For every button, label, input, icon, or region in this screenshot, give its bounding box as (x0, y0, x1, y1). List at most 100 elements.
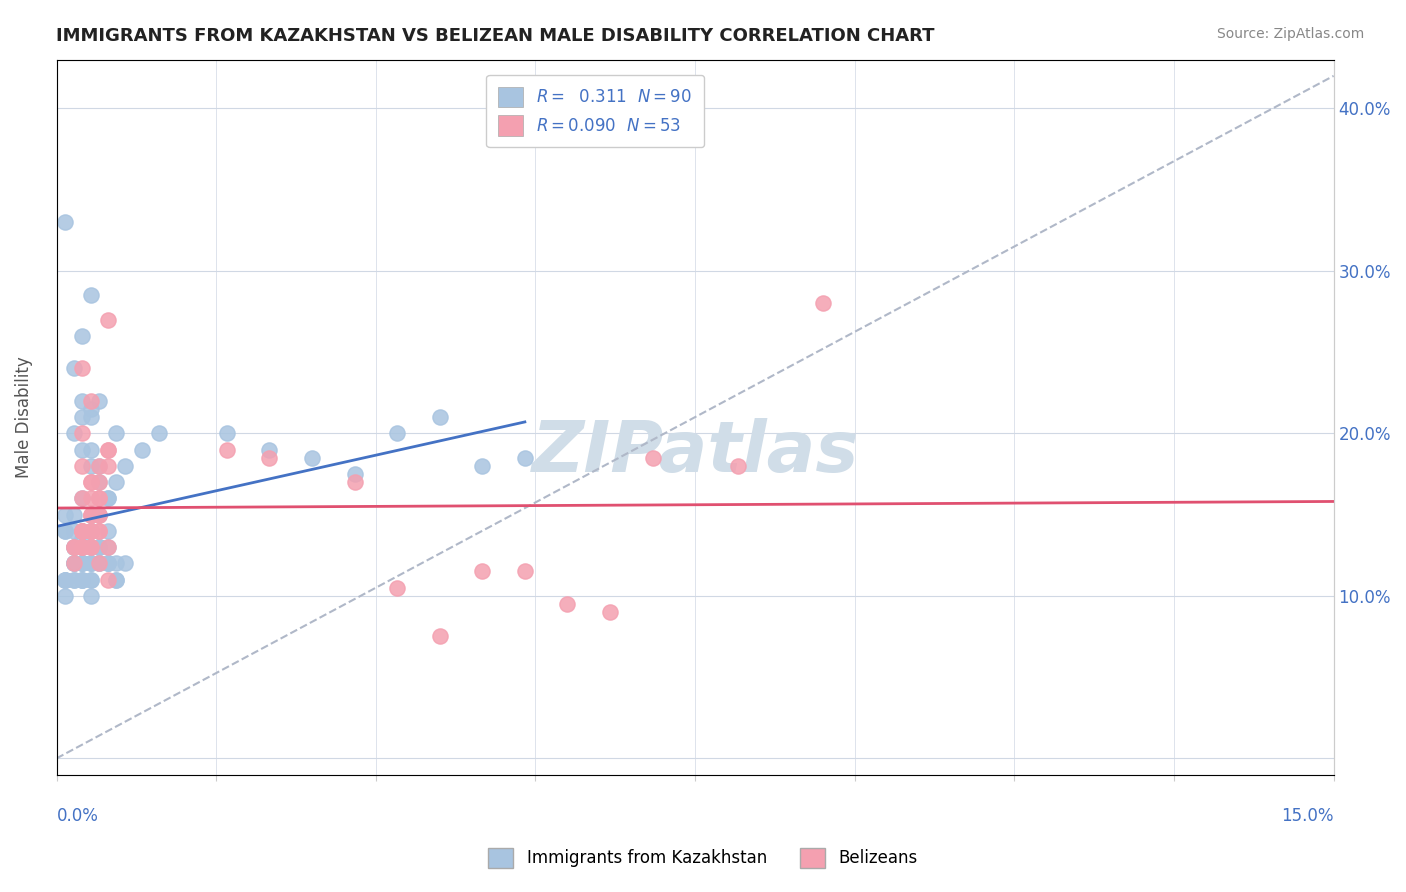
Point (70, 540, 93, 554)
Text: 0.0%: 0.0% (56, 806, 98, 825)
Point (97, 442, 120, 457)
Point (89, 491, 111, 506)
Point (97, 491, 120, 506)
Point (79, 557, 101, 571)
Point (70, 540, 93, 554)
Point (811, 296, 834, 310)
Point (97, 557, 120, 571)
Point (89, 524, 111, 538)
Point (89, 557, 111, 571)
Point (70, 557, 93, 571)
Point (429, 630, 451, 644)
Point (215, 426, 238, 441)
Point (114, 458, 136, 473)
Point (62, 557, 84, 571)
Point (79, 524, 101, 538)
Legend: $R = \ \ 0.311 \ \ N = 90$, $R = 0.090 \ \ N = 53$: $R = \ \ 0.311 \ \ N = 90$, $R = 0.090 \… (486, 75, 704, 147)
Point (148, 426, 170, 441)
Point (79, 524, 101, 538)
Point (62, 361, 84, 376)
Point (70, 573, 93, 587)
Point (79, 540, 101, 554)
Point (79, 401, 101, 416)
Point (89, 540, 111, 554)
Point (259, 442, 281, 457)
Point (70, 540, 93, 554)
Point (429, 410, 451, 425)
Point (62, 540, 84, 554)
Point (79, 524, 101, 538)
Point (89, 475, 111, 489)
Point (89, 524, 111, 538)
Point (79, 475, 101, 489)
Point (105, 426, 128, 441)
Point (70, 573, 93, 587)
Point (89, 491, 111, 506)
Point (343, 467, 366, 481)
Point (53, 573, 76, 587)
Point (89, 393, 111, 408)
Point (79, 442, 101, 457)
Point (79, 475, 101, 489)
Point (62, 540, 84, 554)
Point (62, 557, 84, 571)
Point (89, 508, 111, 522)
Point (89, 557, 111, 571)
Legend: Immigrants from Kazakhstan, Belizeans: Immigrants from Kazakhstan, Belizeans (482, 841, 924, 875)
Point (89, 508, 111, 522)
Point (53, 524, 76, 538)
Point (70, 540, 93, 554)
Point (114, 557, 136, 571)
Point (53, 215, 76, 229)
Point (97, 540, 120, 554)
Point (70, 524, 93, 538)
Point (79, 524, 101, 538)
Text: 15.0%: 15.0% (1281, 806, 1334, 825)
Point (385, 426, 408, 441)
Point (62, 573, 84, 587)
Point (513, 450, 536, 465)
Point (70, 532, 93, 546)
Point (62, 557, 84, 571)
Point (105, 557, 128, 571)
Point (62, 426, 84, 441)
Point (62, 524, 84, 538)
Point (70, 540, 93, 554)
Point (62, 508, 84, 522)
Point (79, 288, 101, 302)
Point (62, 573, 84, 587)
Point (70, 524, 93, 538)
Point (89, 540, 111, 554)
Point (215, 442, 238, 457)
Point (641, 450, 664, 465)
Point (70, 557, 93, 571)
Point (557, 597, 579, 611)
Point (79, 573, 101, 587)
Point (79, 524, 101, 538)
Text: ZIPatlas: ZIPatlas (531, 418, 859, 487)
Point (79, 524, 101, 538)
Point (70, 524, 93, 538)
Point (79, 508, 101, 522)
Point (79, 573, 101, 587)
Point (53, 573, 76, 587)
Point (97, 557, 120, 571)
Point (70, 442, 93, 457)
Point (89, 508, 111, 522)
Point (70, 524, 93, 538)
Point (70, 557, 93, 571)
Point (70, 329, 93, 343)
Point (70, 426, 93, 441)
Text: IMMIGRANTS FROM KAZAKHSTAN VS BELIZEAN MALE DISABILITY CORRELATION CHART: IMMIGRANTS FROM KAZAKHSTAN VS BELIZEAN M… (56, 27, 935, 45)
Point (471, 565, 494, 579)
Point (70, 573, 93, 587)
Point (79, 540, 101, 554)
Point (79, 508, 101, 522)
Point (97, 458, 120, 473)
Point (53, 573, 76, 587)
Point (343, 475, 366, 489)
Point (79, 410, 101, 425)
Point (79, 557, 101, 571)
Point (62, 540, 84, 554)
Point (89, 475, 111, 489)
